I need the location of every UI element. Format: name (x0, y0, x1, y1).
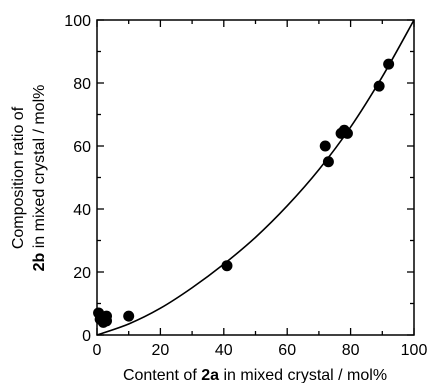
axis-ticks (96, 19, 415, 336)
y-tick-label: 100 (64, 13, 91, 30)
data-point (383, 58, 395, 70)
y-tick-label: 60 (73, 139, 91, 156)
data-point (319, 140, 331, 152)
fit-curve (96, 19, 415, 336)
data-point (322, 156, 334, 168)
y-axis-label-line2-text: 2b in mixed crystal / mol% (31, 85, 48, 272)
data-point (373, 80, 385, 92)
x-axis-label: Content of 2a in mixed crystal / mol% (123, 367, 387, 383)
x-tick-label: 80 (342, 342, 360, 359)
x-tick-label: 0 (93, 342, 102, 359)
data-point (221, 260, 233, 272)
y-tick-label: 20 (73, 265, 91, 282)
x-tick-label: 20 (152, 342, 170, 359)
data-points (93, 58, 395, 328)
data-point (123, 310, 135, 322)
axis-tick-labels: 0 20 40 60 80 100 0 20 40 60 80 100 (64, 13, 427, 359)
data-point (341, 127, 353, 139)
y-axis-label-group: Composition ratio of 2b in mixed crystal… (10, 85, 48, 272)
x-tick-label: 40 (215, 342, 233, 359)
y-tick-label: 80 (73, 76, 91, 93)
x-tick-label: 100 (401, 342, 428, 359)
y-tick-label: 0 (82, 328, 91, 345)
x-tick-label: 60 (278, 342, 296, 359)
data-point (101, 315, 113, 327)
y-tick-label: 40 (73, 202, 91, 219)
y-axis-label-line1-text: Composition ratio of (10, 106, 27, 249)
plot-frame (96, 19, 415, 336)
